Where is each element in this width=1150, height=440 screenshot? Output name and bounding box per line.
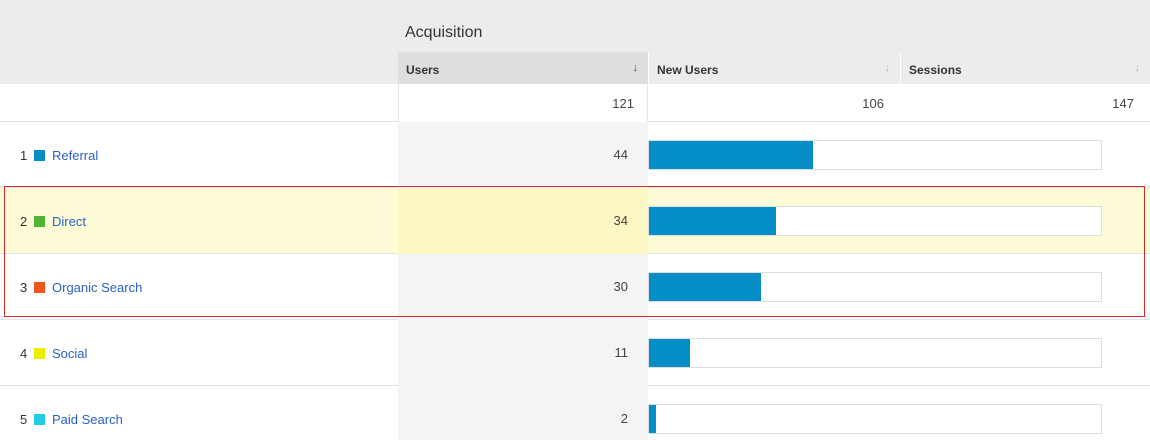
- users-cell: [398, 122, 648, 188]
- row-users-value: 44: [613, 147, 628, 162]
- column-label-sessions: Sessions: [909, 63, 962, 77]
- color-swatch-icon: [34, 149, 45, 161]
- bar-fill: [649, 339, 690, 367]
- new-users-bar: [648, 338, 1102, 368]
- row-users-value: 2: [620, 411, 628, 426]
- row-users-value: 30: [613, 279, 628, 294]
- row-number: 5: [20, 411, 28, 427]
- row-link-referral[interactable]: Referral: [52, 147, 99, 163]
- row-users-value: 34: [613, 213, 628, 228]
- color-swatch-icon: [34, 281, 45, 293]
- row-number: 1: [20, 147, 28, 163]
- row-link-organic-search[interactable]: Organic Search: [52, 279, 143, 295]
- bar-fill: [649, 141, 813, 169]
- bar-fill: [649, 207, 776, 235]
- total-new-users-value: 106: [862, 96, 884, 111]
- new-users-bar: [648, 140, 1102, 170]
- row-dimension: 3 Organic Search: [20, 254, 142, 320]
- sort-arrow-down-icon[interactable]: ↓: [884, 62, 891, 74]
- bar-fill: [649, 405, 656, 433]
- new-users-bar: [648, 272, 1102, 302]
- dimension-header: [0, 0, 398, 84]
- row-link-direct[interactable]: Direct: [52, 213, 86, 229]
- totals-users-cell: [398, 84, 648, 122]
- column-header-sessions[interactable]: Sessions ↓: [900, 52, 1150, 84]
- acquisition-group-header: [398, 0, 1150, 52]
- new-users-bar: [648, 206, 1102, 236]
- column-label-users: Users: [406, 63, 440, 77]
- row-dimension: 5 Paid Search: [20, 386, 123, 440]
- users-cell: [398, 320, 648, 386]
- acquisition-title: Acquisition: [405, 24, 483, 41]
- users-cell: [398, 386, 648, 440]
- column-label-new-users: New Users: [657, 63, 719, 77]
- row-dimension: 4 Social: [20, 320, 87, 386]
- color-swatch-icon: [34, 413, 45, 425]
- row-link-paid-search[interactable]: Paid Search: [52, 411, 123, 427]
- new-users-bar: [648, 404, 1102, 434]
- row-link-social[interactable]: Social: [52, 345, 88, 361]
- total-sessions-value: 147: [1112, 96, 1134, 111]
- users-cell: [398, 188, 648, 254]
- row-number: 3: [20, 279, 28, 295]
- color-swatch-icon: [34, 347, 45, 359]
- total-users-value: 121: [612, 96, 634, 111]
- row-number: 4: [20, 345, 28, 361]
- row-dimension: 2 Direct: [20, 188, 86, 254]
- users-cell: [398, 254, 648, 320]
- bar-fill: [649, 273, 761, 301]
- color-swatch-icon: [34, 215, 45, 227]
- sort-arrow-down-icon[interactable]: ↓: [1134, 62, 1141, 74]
- row-users-value: 11: [614, 345, 629, 360]
- sort-arrow-down-icon[interactable]: ↓: [632, 62, 639, 74]
- row-number: 2: [20, 213, 28, 229]
- column-header-new-users[interactable]: New Users ↓: [648, 52, 900, 84]
- column-header-users[interactable]: Users ↓: [398, 52, 648, 84]
- row-dimension: 1 Referral: [20, 122, 98, 188]
